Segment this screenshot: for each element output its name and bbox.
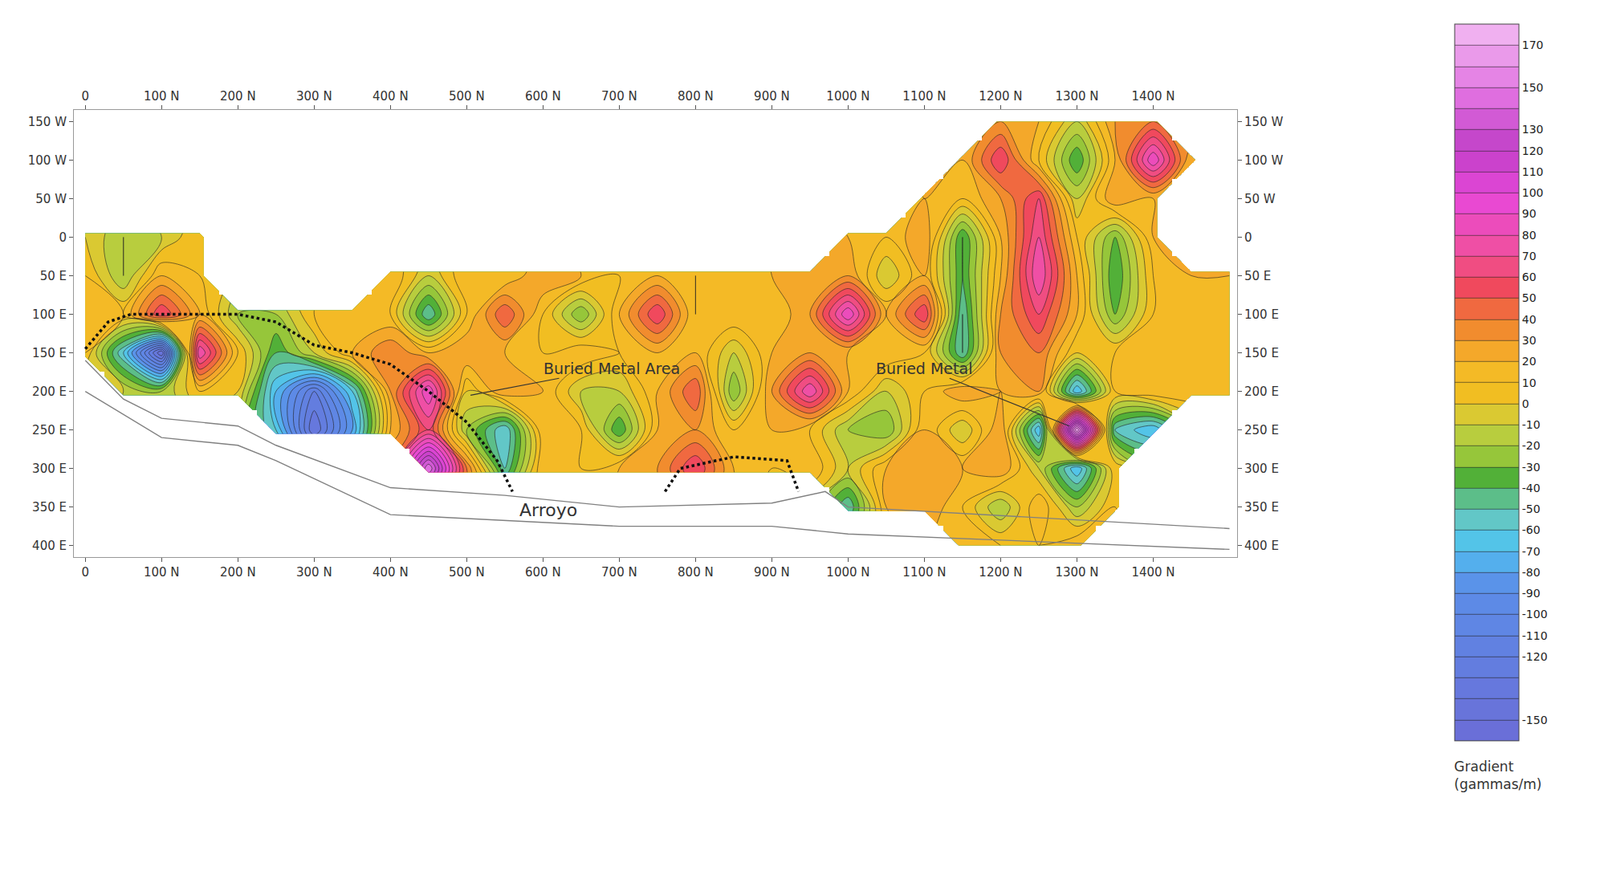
svg-text:400 N: 400 N — [372, 89, 409, 104]
svg-text:90: 90 — [1522, 207, 1537, 220]
svg-text:350 E: 350 E — [1244, 500, 1279, 515]
svg-text:150: 150 — [1522, 81, 1544, 94]
svg-text:0: 0 — [1522, 397, 1530, 411]
svg-text:100: 100 — [1522, 186, 1544, 200]
svg-text:150 W: 150 W — [28, 114, 67, 130]
svg-text:1300 N: 1300 N — [1054, 565, 1099, 580]
svg-text:50 E: 50 E — [40, 268, 67, 284]
svg-text:120: 120 — [1522, 144, 1544, 158]
svg-text:-120: -120 — [1522, 650, 1548, 664]
svg-text:0: 0 — [1244, 230, 1253, 245]
svg-text:80: 80 — [1522, 228, 1537, 242]
svg-text:100 N: 100 N — [143, 565, 180, 580]
svg-text:200 E: 200 E — [32, 384, 67, 399]
svg-text:500 N: 500 N — [448, 89, 485, 104]
svg-text:900 N: 900 N — [753, 565, 790, 580]
svg-text:0: 0 — [81, 565, 90, 580]
svg-text:-80: -80 — [1522, 565, 1541, 579]
svg-text:-50: -50 — [1522, 502, 1541, 516]
svg-text:600 N: 600 N — [525, 89, 562, 104]
svg-text:300 N: 300 N — [296, 565, 333, 580]
svg-text:250 E: 250 E — [32, 423, 67, 438]
svg-text:150 W: 150 W — [1244, 114, 1283, 130]
svg-text:50 W: 50 W — [1244, 191, 1276, 207]
svg-text:10: 10 — [1522, 376, 1537, 390]
svg-text:Gradient(gammas/m): Gradient(gammas/m) — [1453, 758, 1542, 793]
svg-text:30: 30 — [1522, 333, 1537, 347]
svg-text:400 E: 400 E — [1244, 538, 1279, 554]
svg-text:1000 N: 1000 N — [826, 565, 870, 580]
svg-text:900 N: 900 N — [753, 89, 790, 104]
svg-text:700 N: 700 N — [601, 565, 638, 580]
svg-text:250 E: 250 E — [1244, 423, 1279, 438]
svg-text:1100 N: 1100 N — [902, 565, 946, 580]
svg-text:50: 50 — [1522, 291, 1537, 305]
svg-text:170: 170 — [1522, 38, 1544, 52]
svg-text:0: 0 — [81, 89, 90, 104]
svg-text:700 N: 700 N — [601, 89, 638, 104]
svg-text:20: 20 — [1522, 354, 1537, 368]
svg-text:150 E: 150 E — [1244, 346, 1279, 361]
svg-text:-10: -10 — [1522, 418, 1541, 432]
svg-text:100 E: 100 E — [32, 307, 67, 322]
svg-text:110: 110 — [1522, 165, 1544, 179]
svg-text:100 W: 100 W — [28, 153, 67, 168]
svg-text:60: 60 — [1522, 270, 1537, 284]
svg-text:Buried Metal Area: Buried Metal Area — [543, 359, 680, 378]
svg-text:Buried Metal: Buried Metal — [875, 359, 973, 378]
svg-text:-100: -100 — [1522, 607, 1548, 621]
svg-text:300 E: 300 E — [32, 461, 67, 477]
svg-text:-90: -90 — [1522, 586, 1541, 600]
svg-text:-40: -40 — [1522, 481, 1541, 495]
svg-text:800 N: 800 N — [677, 565, 714, 580]
svg-text:Arroyo: Arroyo — [519, 500, 578, 521]
svg-text:800 N: 800 N — [677, 89, 714, 104]
svg-text:200 N: 200 N — [219, 89, 257, 104]
svg-text:-60: -60 — [1522, 523, 1541, 537]
svg-text:-30: -30 — [1522, 460, 1541, 474]
svg-text:1100 N: 1100 N — [902, 89, 946, 104]
svg-text:1000 N: 1000 N — [826, 89, 870, 104]
svg-text:300 N: 300 N — [296, 89, 333, 104]
svg-text:400 N: 400 N — [372, 565, 409, 580]
svg-text:1200 N: 1200 N — [978, 89, 1022, 104]
svg-text:70: 70 — [1522, 249, 1537, 263]
svg-text:1400 N: 1400 N — [1131, 565, 1175, 580]
svg-text:40: 40 — [1522, 313, 1537, 326]
svg-text:-70: -70 — [1522, 545, 1541, 558]
svg-text:130: 130 — [1522, 122, 1544, 136]
svg-text:600 N: 600 N — [525, 565, 562, 580]
svg-text:350 E: 350 E — [32, 500, 67, 515]
svg-text:-20: -20 — [1522, 439, 1541, 452]
svg-text:-150: -150 — [1522, 713, 1548, 727]
svg-text:1300 N: 1300 N — [1054, 89, 1099, 104]
svg-text:500 N: 500 N — [448, 565, 485, 580]
svg-text:1200 N: 1200 N — [978, 565, 1022, 580]
svg-text:150 E: 150 E — [32, 346, 67, 361]
svg-text:300 E: 300 E — [1244, 461, 1279, 477]
svg-text:400 E: 400 E — [32, 538, 67, 554]
svg-text:50 W: 50 W — [35, 191, 67, 207]
svg-text:0: 0 — [58, 230, 67, 245]
svg-text:50 E: 50 E — [1244, 268, 1271, 284]
svg-text:1400 N: 1400 N — [1131, 89, 1175, 104]
svg-text:100 N: 100 N — [143, 89, 180, 104]
svg-text:100 W: 100 W — [1244, 153, 1283, 168]
svg-text:200 E: 200 E — [1244, 384, 1279, 399]
svg-text:200 N: 200 N — [219, 565, 257, 580]
svg-text:-110: -110 — [1522, 629, 1548, 643]
svg-text:100 E: 100 E — [1244, 307, 1279, 322]
